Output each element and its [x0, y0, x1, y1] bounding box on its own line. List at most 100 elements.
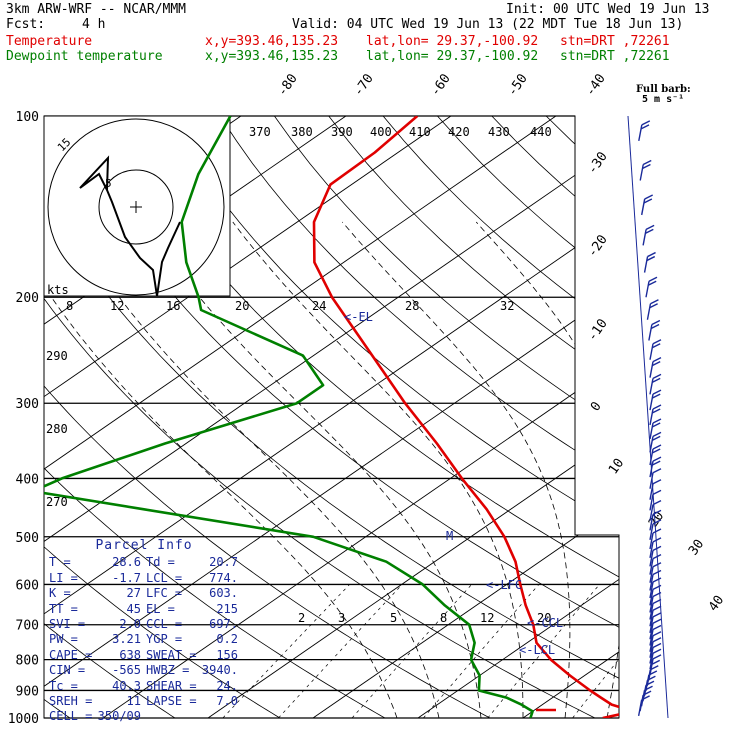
- isotherm-label: -50: [505, 71, 531, 99]
- parcel-info-value: 40.3: [112, 678, 141, 693]
- parcel-info-key: [146, 709, 186, 724]
- wind-barb: [649, 598, 662, 620]
- isotherm-label: -40: [583, 71, 609, 99]
- parcel-info-key: LFC =: [146, 586, 183, 601]
- isotherm-line: [44, 116, 557, 718]
- wind-barb: [649, 468, 662, 489]
- parcel-info-key: SVI =: [49, 617, 86, 632]
- isotherm-label: -20: [585, 232, 611, 260]
- theta-label: 370: [249, 125, 271, 139]
- wind-barb: [649, 489, 662, 511]
- parcel-info-key: LCL =: [146, 570, 183, 585]
- parcel-info-panel: Parcel Info T = 28.6 Td = 20.7 LI = -1.7 LCL =…: [45, 538, 243, 733]
- parcel-info-key: SWEAT =: [146, 647, 197, 662]
- level-marker: <-EL: [344, 310, 373, 324]
- level-marker: <-CCL: [527, 616, 563, 630]
- wind-barb: [649, 528, 662, 550]
- parcel-info-row: CAPE = 638 SWEAT = 156: [45, 648, 243, 663]
- wind-barb: [649, 648, 662, 670]
- parcel-info-key: PW =: [49, 632, 78, 647]
- isotherm-label: 0: [588, 399, 605, 414]
- theta-label: 390: [331, 125, 353, 139]
- parcel-info-value: 7.0: [216, 694, 238, 709]
- dry-adiabat: [274, 116, 619, 718]
- mixing-ratio-line: [351, 584, 472, 718]
- forecast-label: Fcst:: [6, 17, 46, 32]
- parcel-info-row: SREH = 11 LAPSE = 7.0: [45, 694, 243, 709]
- parcel-info-key: SHEAR =: [146, 678, 197, 693]
- wind-barb: [649, 624, 662, 646]
- valid-time: Valid: 04 UTC Wed 19 Jun 13 (22 MDT Tue …: [292, 17, 684, 32]
- pressure-label: 700: [16, 619, 39, 634]
- hodograph-scale-label: 12: [110, 299, 124, 313]
- parcel-info-row: T = 28.6 Td = 20.7: [45, 555, 243, 570]
- wind-barb: [649, 537, 662, 558]
- dry-adiabat: [655, 116, 740, 718]
- parcel-info-key: CCL =: [146, 617, 183, 632]
- moist-adiabat: [232, 221, 524, 718]
- dry-adiabat: [44, 116, 596, 718]
- isotherm-line: [44, 116, 619, 718]
- forecast-hour: 4 h: [82, 17, 106, 32]
- parcel-info-value: 0.2: [216, 632, 238, 647]
- hodograph-ring-outer: [47, 118, 225, 296]
- hodograph-ring-inner: [98, 169, 174, 245]
- parcel-info-row: TT = 45 EL = 215: [45, 602, 243, 617]
- mixing-ratio-label: 3: [338, 611, 345, 625]
- parcel-info-row: PW = 3.21 YGP = 0.2: [45, 632, 243, 647]
- hodograph-center: [130, 201, 142, 213]
- isotherm-line: [417, 116, 619, 718]
- wind-barb: [639, 159, 652, 181]
- isotherm-label: 10: [606, 456, 627, 477]
- mixing-ratio-line: [423, 584, 540, 718]
- level-marker: M: [446, 529, 453, 543]
- legend-dewpoint-xy: x,y=393.46,135.23: [205, 49, 339, 64]
- parcel-info-value: 3.21: [112, 632, 141, 647]
- legend-temperature: Temperature: [6, 34, 93, 49]
- theta-label: 290: [46, 349, 68, 363]
- dry-adiabat: [709, 116, 740, 718]
- plot-frame: [43, 115, 620, 719]
- mixing-ratio-line: [487, 584, 600, 718]
- parcel-info-value: 774.: [209, 570, 238, 585]
- parcel-info-value: 215: [216, 601, 238, 616]
- parcel-info-value: 20.7: [209, 555, 238, 570]
- isotherm-line: [102, 116, 619, 718]
- hodograph-trace: [156, 221, 181, 297]
- pressure-label: 400: [16, 472, 39, 487]
- moist-adiabat: [44, 221, 398, 718]
- wind-barb: [642, 224, 655, 246]
- theta-label: 270: [46, 495, 68, 509]
- parcel-info-value: 350/09: [97, 709, 141, 724]
- wind-barb: [649, 631, 662, 652]
- legend-dewpoint-latlon: lat,lon= 29.37,-100.92: [366, 49, 539, 64]
- moist-adiabat: [630, 222, 698, 718]
- pressure-label: 200: [16, 291, 39, 306]
- parcel-info-row: CIN = -565 HWBZ = 3940.: [45, 663, 243, 678]
- dry-adiabat: [437, 116, 619, 718]
- dry-adiabat: [219, 116, 619, 718]
- wind-barb: [640, 194, 653, 216]
- pressure-label: 900: [16, 684, 39, 699]
- theta-label: 280: [46, 422, 68, 436]
- parcel-info-value: [186, 709, 238, 724]
- parcel-info-key: LI =: [49, 570, 78, 585]
- parcel-info-value: 156: [216, 647, 238, 662]
- parcel-info-title: Parcel Info: [95, 538, 193, 553]
- wind-barb: [649, 339, 662, 360]
- parcel-info-value: -565: [112, 663, 141, 678]
- mixing-ratio-label: 12: [480, 611, 494, 625]
- level-marker: <-LFC: [486, 578, 522, 592]
- init-time: Init: 00 UTC Wed 19 Jun 13: [506, 2, 710, 17]
- parcel-info-key: CIN =: [49, 663, 86, 678]
- parcel-info-key: YGP =: [146, 632, 183, 647]
- hodograph-ring-label: 5: [105, 177, 112, 190]
- theta-label: 440: [530, 125, 552, 139]
- mixing-ratio-label: 8: [440, 611, 447, 625]
- legend-dewpoint: Dewpoint temperature: [6, 49, 163, 64]
- moist-adiabat: [475, 221, 619, 718]
- wind-barb: [649, 642, 662, 664]
- pressure-label: 300: [16, 397, 39, 412]
- wind-barb: [638, 120, 651, 142]
